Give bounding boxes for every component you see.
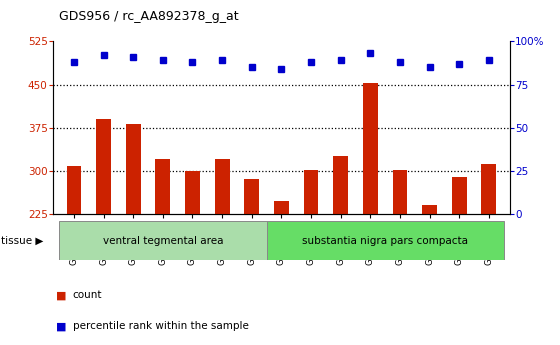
Text: ■: ■ [56,290,67,300]
Bar [267,221,503,260]
Bar [185,171,200,214]
Text: percentile rank within the sample: percentile rank within the sample [73,321,249,331]
Bar [422,205,437,214]
Bar [214,159,230,214]
Bar [363,83,377,214]
Bar [274,201,289,214]
Bar [156,159,170,214]
Bar [393,170,407,214]
Bar [67,166,81,214]
Text: ventral tegmental area: ventral tegmental area [102,236,223,246]
Text: count: count [73,290,102,300]
Text: tissue ▶: tissue ▶ [1,236,44,246]
Text: GDS956 / rc_AA892378_g_at: GDS956 / rc_AA892378_g_at [59,10,239,23]
Bar [452,177,466,214]
Bar [244,179,259,214]
Text: substantia nigra pars compacta: substantia nigra pars compacta [302,236,468,246]
Bar [333,156,348,214]
Bar [482,164,496,214]
Bar [96,119,111,214]
Bar [59,221,267,260]
Bar [304,170,319,214]
Bar [126,124,141,214]
Text: ■: ■ [56,321,67,331]
